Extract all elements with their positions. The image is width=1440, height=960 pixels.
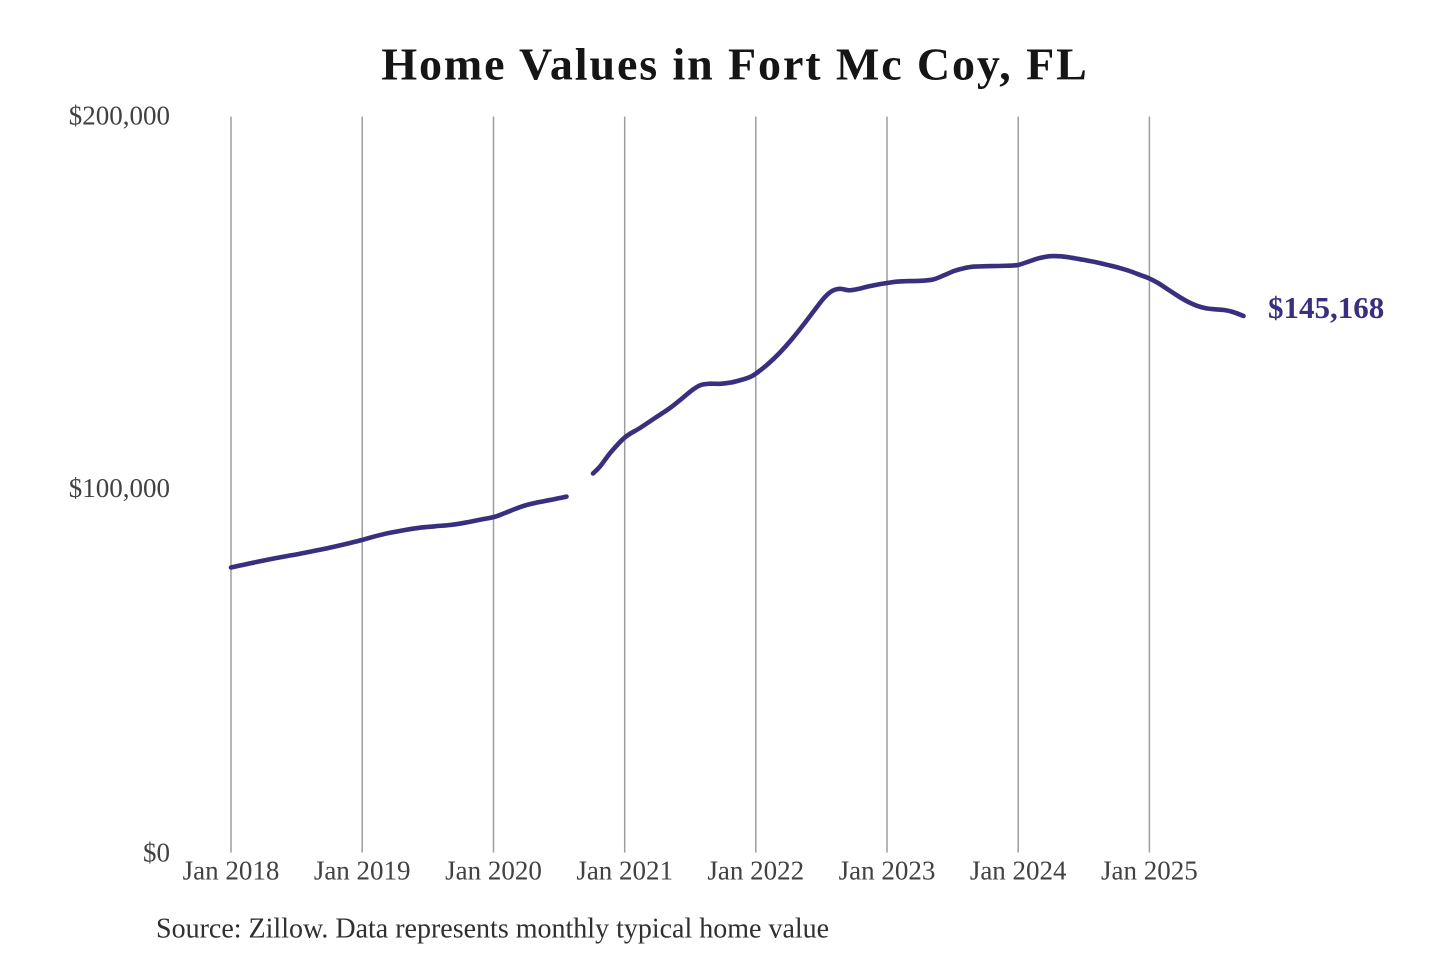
svg-text:Jan 2018: Jan 2018: [183, 856, 280, 886]
svg-text:Jan 2019: Jan 2019: [314, 856, 411, 886]
svg-text:Jan 2022: Jan 2022: [707, 856, 804, 886]
svg-text:$200,000: $200,000: [69, 100, 170, 130]
svg-text:$100,000: $100,000: [69, 473, 170, 503]
svg-text:Jan 2024: Jan 2024: [970, 856, 1067, 886]
svg-text:Jan 2020: Jan 2020: [445, 856, 542, 886]
svg-text:Home Values in Fort Mc Coy, FL: Home Values in Fort Mc Coy, FL: [381, 39, 1088, 90]
svg-text:$0: $0: [143, 838, 170, 868]
svg-text:$145,168: $145,168: [1268, 290, 1384, 325]
svg-text:Jan 2025: Jan 2025: [1101, 856, 1198, 886]
svg-text:Jan 2021: Jan 2021: [576, 856, 673, 886]
svg-text:Source: Zillow. Data represent: Source: Zillow. Data represents monthly …: [156, 914, 829, 945]
svg-text:Jan 2023: Jan 2023: [839, 856, 936, 886]
